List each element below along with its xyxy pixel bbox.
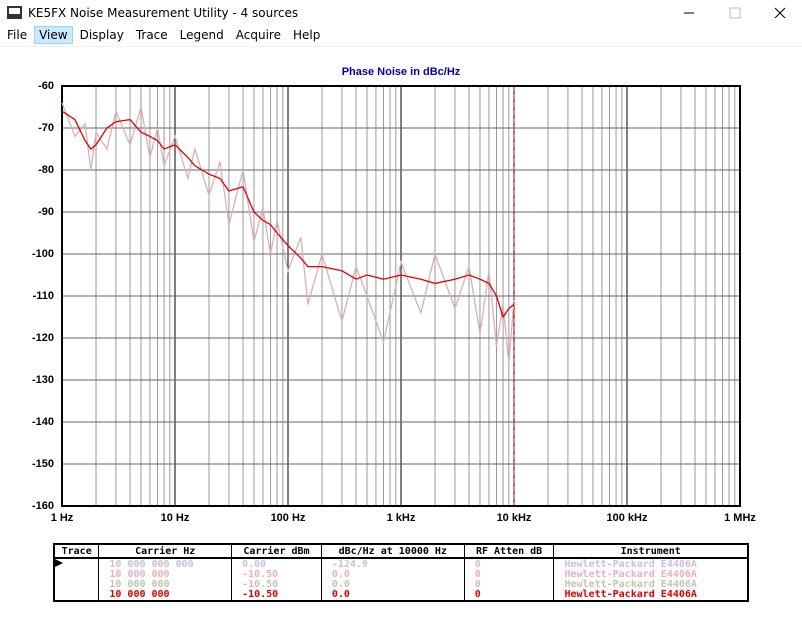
table-cell: -10.50 bbox=[231, 590, 322, 601]
chart-title: Phase Noise in dBc/Hz bbox=[342, 66, 461, 78]
trace-line bbox=[61, 110, 515, 319]
trace-row[interactable]: 10 000 000 -10.50 0.0 0 Hewlett-Packard E440… bbox=[53, 570, 749, 580]
plot-border bbox=[61, 85, 741, 507]
y-tick-label: -130 bbox=[32, 374, 54, 386]
app-icon bbox=[7, 6, 22, 19]
trace-cell bbox=[53, 558, 100, 570]
table-cell: 0 bbox=[463, 590, 555, 601]
table-cell: 10 000 000 bbox=[98, 570, 233, 580]
x-tick-label: 1 kHz bbox=[387, 512, 416, 524]
table-cell: 10 000 000 000 bbox=[98, 558, 233, 570]
window-controls[interactable] bbox=[662, 0, 802, 26]
x-tick-label: 1 MHz bbox=[724, 512, 756, 524]
trace-row[interactable]: 10 000 000 -10.50 0.0 0 Hewlett-Packard E440… bbox=[53, 590, 749, 601]
y-tick-label: -150 bbox=[32, 458, 54, 470]
menu-item[interactable]: Help bbox=[292, 28, 321, 42]
table-cell: Hewlett-Packard E4406A bbox=[553, 590, 749, 601]
table-cell: 10 000 000 bbox=[98, 580, 233, 590]
column-header: RF Atten dB bbox=[463, 543, 555, 559]
title-bar: KE5FX Noise Measurement Utility - 4 sour… bbox=[0, 0, 802, 26]
trace-line bbox=[61, 102, 515, 364]
y-tick-label: -60 bbox=[38, 80, 54, 92]
maximize[interactable] bbox=[729, 7, 741, 19]
x-tick-label: 10 Hz bbox=[161, 512, 190, 524]
y-tick-label: -100 bbox=[32, 248, 54, 260]
y-tick-label: -140 bbox=[32, 416, 54, 428]
menu-bar: File View Display Trace Legend Acquire Help bbox=[0, 26, 802, 47]
trace-cell bbox=[53, 580, 100, 590]
x-tick-label: 10 kHz bbox=[497, 512, 532, 524]
table-cell: Hewlett-Packard E4406A bbox=[553, 570, 749, 580]
close[interactable] bbox=[774, 7, 786, 19]
column-header: Carrier dBm bbox=[231, 543, 322, 559]
x-tick-label: 100 kHz bbox=[607, 512, 648, 524]
y-tick-label: -70 bbox=[38, 122, 54, 134]
table-cell: 0.0 bbox=[320, 570, 465, 580]
table-cell: Hewlett-Packard E4406A bbox=[553, 558, 749, 570]
table-cell: 10 000 000 bbox=[98, 590, 233, 601]
y-tick-label: -120 bbox=[32, 332, 54, 344]
menu-item[interactable]: File bbox=[7, 28, 28, 42]
column-header: Carrier Hz bbox=[98, 543, 233, 559]
current-trace-arrow bbox=[55, 559, 63, 567]
table-cell: -124.9 bbox=[320, 558, 465, 570]
trace-table: Trace Carrier Hz Carrier dBm dBc/Hz at 1000… bbox=[53, 543, 749, 602]
table-cell: Hewlett-Packard E4406A bbox=[553, 580, 749, 590]
trace-row[interactable]: 10 000 000 -10.50 0.0 0 Hewlett-Packard E440… bbox=[53, 580, 749, 590]
y-tick-label: -90 bbox=[38, 206, 54, 218]
trace-row[interactable]: 10 000 000 000 0.00 -124.9 0 Hewlett-Packard… bbox=[53, 558, 749, 570]
y-tick-label: -110 bbox=[33, 290, 54, 302]
x-tick-label: 1 Hz bbox=[51, 512, 74, 524]
menu-item[interactable]: Acquire bbox=[235, 28, 281, 42]
trace-cell bbox=[53, 590, 100, 601]
column-header: Instrument bbox=[553, 543, 749, 559]
trace-cell bbox=[53, 570, 100, 580]
column-header: dBc/Hz at 10000 Hz bbox=[320, 543, 465, 559]
y-tick-label: -160 bbox=[32, 500, 54, 512]
menu-item[interactable]: View bbox=[34, 26, 73, 44]
table-cell: 0.0 bbox=[320, 590, 465, 601]
menu-item[interactable]: Trace bbox=[135, 28, 168, 42]
chart: Phase Noise in dBc/Hz 1 Hz 10 Hz 100 Hz 1 k… bbox=[32, 66, 756, 524]
column-header: Trace bbox=[53, 543, 100, 559]
table-cell: 0.0 bbox=[320, 580, 465, 590]
y-tick-label: -80 bbox=[38, 164, 54, 176]
menu-item[interactable]: Legend bbox=[179, 28, 224, 42]
menu-item[interactable]: Display bbox=[79, 28, 124, 42]
window-title: KE5FX Noise Measurement Utility - 4 sour… bbox=[28, 6, 299, 20]
x-tick-label: 100 Hz bbox=[271, 512, 306, 524]
